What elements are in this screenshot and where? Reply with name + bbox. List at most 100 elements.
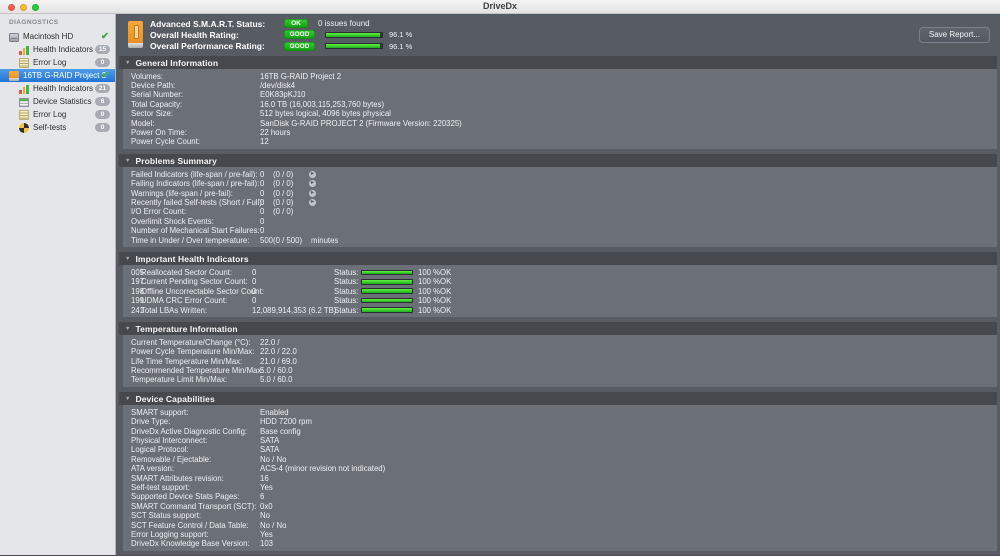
- issues-found-text: 0 issues found: [318, 19, 370, 29]
- attribute-id: 199: [131, 296, 145, 306]
- sidebar-item-label: Self-tests: [33, 123, 67, 132]
- row-value: 16.0 TB (16,003,115,253,760 bytes): [260, 99, 385, 109]
- section-title: Problems Summary: [135, 155, 217, 166]
- sidebar-item[interactable]: Self-tests 0: [0, 121, 115, 134]
- sidebar-item[interactable]: Health Indicators 21: [0, 82, 115, 95]
- row-label: Current Temperature/Change (°C):: [131, 337, 251, 347]
- table-row: Logical Protocol: SATA: [123, 445, 997, 454]
- table-row: Removable / Ejectable: No / No: [123, 455, 997, 464]
- detail-arrow-icon[interactable]: ▸: [309, 189, 316, 197]
- table-row: 197 Current Pending Sector Count: 0 Status:…: [123, 277, 997, 286]
- row-label: Removable / Ejectable:: [131, 454, 212, 464]
- row-label: Error Logging support:: [131, 529, 209, 539]
- health-status-bar: [361, 297, 413, 304]
- close-window-icon[interactable]: [8, 4, 15, 11]
- sidebar-item[interactable]: Health Indicators 15: [0, 43, 115, 56]
- healthy-check-icon: ✔: [101, 31, 109, 42]
- section-header[interactable]: ▼ General Information: [119, 56, 997, 69]
- status-label: Overall Health Rating:: [150, 29, 239, 40]
- detail-arrow-icon[interactable]: ▸: [309, 180, 316, 188]
- row-value: 22.0 /: [260, 337, 280, 347]
- table-row: Error Logging support: Yes: [123, 530, 997, 539]
- section-header[interactable]: ▼ Important Health Indicators: [119, 252, 997, 266]
- count-badge: 0: [95, 123, 110, 132]
- row-label: Recommended Temperature Min/Max:: [131, 366, 264, 376]
- row-label: Self-test support:: [131, 482, 190, 492]
- status-caption: Status:: [334, 305, 359, 315]
- row-value: No: [260, 511, 270, 521]
- table-row: Time in Under / Over temperature: 500 (0 /…: [123, 235, 997, 245]
- error-log-icon: [19, 109, 29, 120]
- window-titlebar: DriveDx: [0, 0, 1000, 14]
- detail-arrow-icon[interactable]: ▸: [309, 170, 316, 178]
- sidebar-item-label: Health Indicators: [33, 45, 94, 54]
- device-stats-icon: [19, 97, 29, 107]
- status-percent: 100 %: [418, 277, 441, 287]
- section-header[interactable]: ▼ Temperature Information: [119, 322, 997, 336]
- row-label: Volumes:: [131, 71, 164, 81]
- rating-percent: 96.1 %: [389, 41, 413, 51]
- sidebar-item-list: Macintosh HD ✔ Health Indicators 15 Error Lo…: [0, 30, 115, 134]
- row-value: No / No: [260, 454, 287, 464]
- sidebar-section-label: DIAGNOSTICS: [9, 19, 59, 26]
- status-label: Advanced S.M.A.R.T. Status:: [150, 18, 266, 29]
- status-percent: 100 %: [418, 267, 441, 277]
- external-drive-icon: [128, 21, 143, 48]
- sidebar-item[interactable]: Error Log 0: [0, 56, 115, 69]
- health-status-bar: [361, 288, 413, 294]
- row-label: DriveDx Active Diagnostic Config:: [131, 426, 248, 436]
- chevron-down-icon: ▼: [125, 395, 131, 402]
- row-label: SMART Attributes revision:: [131, 473, 224, 483]
- table-row: Power Cycle Count: 12: [123, 137, 997, 146]
- row-value: Yes: [260, 482, 273, 492]
- section-body: Failed Indicators (life-span / pre-fail)…: [123, 167, 997, 248]
- minimize-window-icon[interactable]: [20, 4, 27, 11]
- table-row: Total Capacity: 16.0 TB (16,003,115,253,7…: [123, 100, 997, 109]
- row-label: Time in Under / Over temperature:: [131, 235, 250, 245]
- table-row: Supported Device Stats Pages: 6: [123, 492, 997, 501]
- row-value: 0: [252, 296, 257, 306]
- row-label: Drive Type:: [131, 417, 171, 427]
- status-caption: Status:: [334, 296, 359, 306]
- sidebar-item[interactable]: Error Log 0: [0, 108, 115, 121]
- sidebar-item[interactable]: 16TB G-RAID Project 2 ✔: [0, 69, 115, 82]
- section-body: Volumes: 16TB G-RAID Project 2 Device Path…: [123, 69, 997, 150]
- sidebar-item[interactable]: Macintosh HD ✔: [0, 30, 115, 43]
- row-value: 12,089,914,353 (6.2 TB): [252, 305, 337, 315]
- zoom-window-icon[interactable]: [32, 4, 39, 11]
- window-title: DriveDx: [482, 1, 518, 11]
- table-row: SMART Attributes revision: 16: [123, 473, 997, 483]
- section-header[interactable]: ▼ Device Capabilities: [119, 392, 997, 406]
- rating-progress-bar: [325, 43, 383, 50]
- row-label: Recently failed Self-tests (Short / Full…: [131, 197, 265, 207]
- save-report-button[interactable]: Save Report...: [918, 27, 990, 43]
- row-detail: (0 / 0): [273, 169, 294, 179]
- status-ok: OK: [440, 277, 452, 287]
- sidebar-item[interactable]: Device Statistics 6: [0, 95, 115, 108]
- detail-arrow-icon[interactable]: ▸: [309, 198, 316, 206]
- chevron-down-icon: ▼: [125, 157, 131, 164]
- rating-percent: 96.1 %: [389, 30, 413, 40]
- row-value: 16: [260, 473, 269, 483]
- table-row: Current Temperature/Change (°C): 22.0 /: [123, 338, 997, 347]
- table-row: 198 Offline Uncorrectable Sector Count: 0 S…: [123, 287, 997, 296]
- main-panel: Advanced S.M.A.R.T. Status: OK 0 issues fo…: [116, 14, 1000, 555]
- section-header[interactable]: ▼ Problems Summary: [119, 154, 997, 168]
- healthy-check-icon: ✔: [101, 70, 109, 81]
- smart-status-header: Advanced S.M.A.R.T. Status: OK 0 issues fo…: [119, 14, 997, 56]
- status-ok: OK: [440, 267, 452, 277]
- section-title: General Information: [135, 57, 219, 68]
- row-label: Life Time Temperature Min/Max:: [131, 356, 243, 366]
- row-label: SMART Command Transport (SCT):: [131, 501, 257, 511]
- row-label: Offline Uncorrectable Sector Count:: [141, 286, 264, 296]
- row-value: No / No: [260, 520, 287, 530]
- row-value: 12: [260, 137, 269, 147]
- row-value: 0x0: [260, 501, 273, 511]
- health-status-fill: [362, 298, 412, 303]
- table-row: Warnings (life-span / pre-fail): 0 (0 / 0)…: [123, 188, 997, 198]
- row-detail: (0 / 0): [273, 179, 294, 189]
- sections-container: ▼ General Information Volumes: 16TB G-RAID …: [119, 56, 997, 552]
- row-label: Supported Device Stats Pages:: [131, 492, 240, 502]
- table-row: 005 Reallocated Sector Count: 0 Status: 100 …: [123, 268, 997, 277]
- table-row: DriveDx Active Diagnostic Config: Base co…: [123, 426, 997, 436]
